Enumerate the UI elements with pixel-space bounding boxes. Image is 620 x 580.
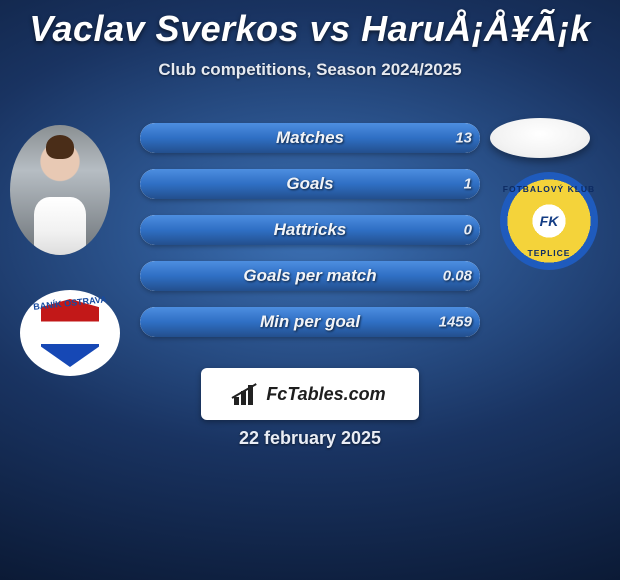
club-right-letters: FK [540, 213, 559, 229]
stat-bar: Goals per match0.08 [140, 261, 480, 291]
stat-bar: Goals1 [140, 169, 480, 199]
subtitle: Club competitions, Season 2024/2025 [0, 60, 620, 80]
club-left-badge: BANÍK OSTRAVA [20, 290, 120, 376]
stat-bar-fill [140, 123, 480, 153]
player-right-avatar [490, 118, 590, 158]
stat-bar-value-left: 1459 [439, 314, 472, 331]
stat-bar: Hattricks0 [140, 215, 480, 245]
player-left-avatar [10, 125, 110, 255]
club-right-arc-bot: TEPLICE [500, 248, 598, 258]
stat-bar-fill [140, 261, 480, 291]
stat-bar-fill [140, 215, 480, 245]
page-title: Vaclav Sverkos vs HaruÅ¡Å¥Ã¡k [0, 0, 620, 50]
stat-bar-value-left: 0.08 [443, 268, 472, 285]
stat-bar: Min per goal1459 [140, 307, 480, 337]
club-right-arc-top: FOTBALOVÝ KLUB [500, 184, 598, 194]
brand-text: FcTables.com [266, 384, 385, 405]
brand-icon [234, 383, 258, 405]
stat-bar-value-left: 0 [464, 222, 472, 239]
stat-bar: Matches13 [140, 123, 480, 153]
stat-bars: Matches13 Goals1 Hattricks0 Goals per match… [140, 123, 480, 353]
club-right-badge: FOTBALOVÝ KLUB FK TEPLICE [500, 172, 598, 270]
stat-bar-value-left: 1 [464, 176, 472, 193]
stat-bar-value-left: 13 [455, 130, 472, 147]
stat-bar-fill [140, 169, 480, 199]
brand-badge: FcTables.com [201, 368, 419, 420]
stat-bar-fill [140, 307, 480, 337]
date-text: 22 february 2025 [0, 428, 620, 449]
